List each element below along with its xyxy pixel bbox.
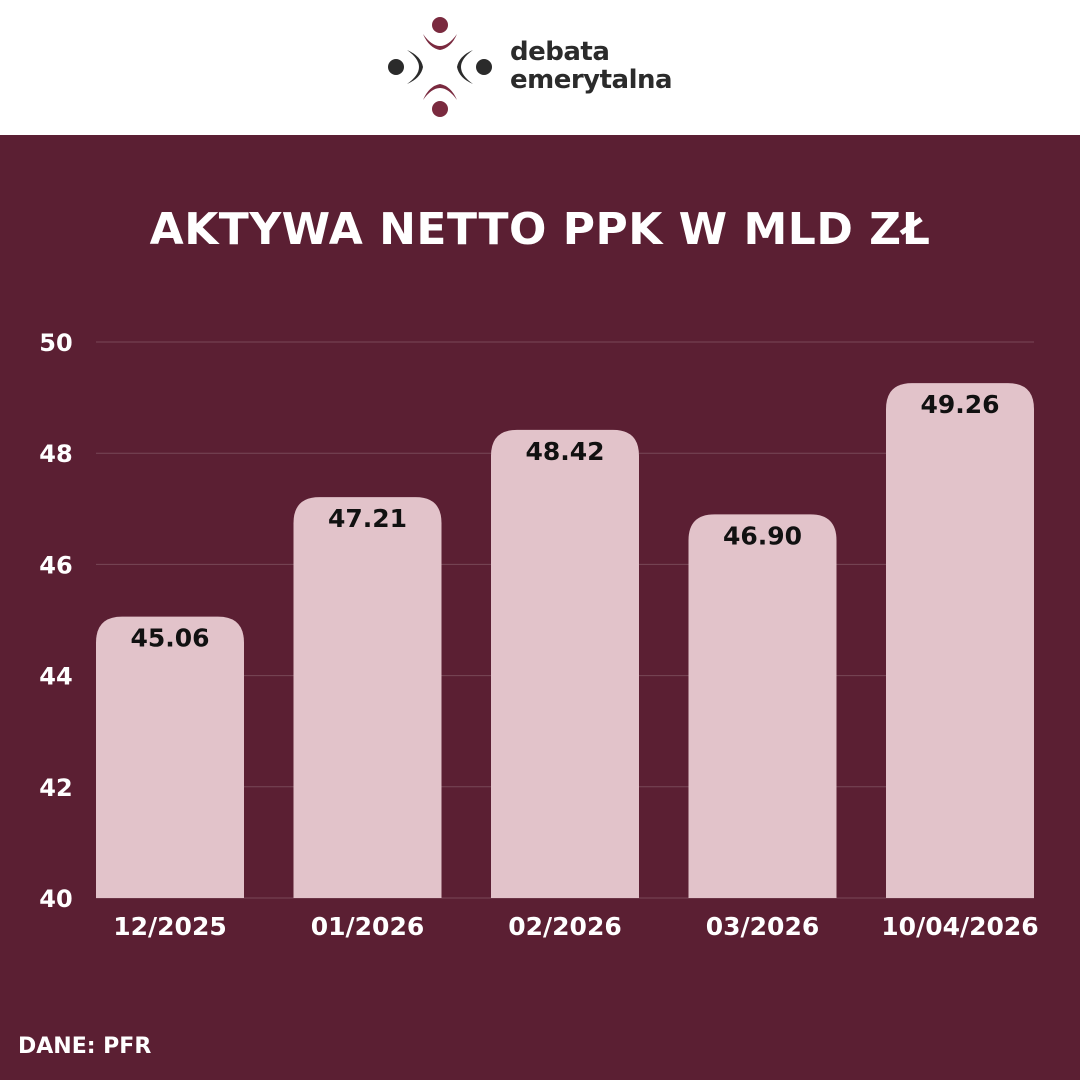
x-tick-label: 01/2026	[311, 912, 425, 941]
data-label: 45.06	[130, 624, 209, 653]
logo-icon	[388, 17, 492, 117]
x-tick-label: 02/2026	[508, 912, 622, 941]
bar	[886, 383, 1034, 898]
logo-line-2: emerytalna	[510, 65, 673, 95]
y-tick-label: 42	[39, 774, 72, 802]
header: debata emerytalna	[0, 0, 1080, 135]
logo-wordmark: debata emerytalna	[510, 37, 673, 95]
y-tick-label: 48	[39, 440, 72, 468]
y-tick-label: 40	[39, 885, 72, 913]
y-tick-label: 44	[39, 663, 72, 691]
bar	[688, 514, 837, 898]
y-tick-label: 46	[39, 551, 72, 579]
bar	[491, 429, 639, 898]
source-note: DANE: PFR	[18, 1034, 152, 1059]
data-label: 46.90	[723, 521, 802, 550]
x-tick-label: 10/04/2026	[881, 912, 1038, 941]
y-tick-label: 50	[39, 329, 72, 357]
x-tick-label: 12/2025	[113, 912, 227, 941]
data-label: 49.26	[920, 390, 999, 419]
x-tick-label: 03/2026	[706, 912, 820, 941]
data-label: 48.42	[525, 437, 604, 466]
chart-title: AKTYWA NETTO PPK W MLD ZŁ	[149, 204, 931, 255]
data-label: 47.21	[328, 504, 407, 533]
bar	[96, 616, 244, 898]
bar	[293, 497, 442, 898]
logo-line-1: debata	[510, 37, 610, 67]
